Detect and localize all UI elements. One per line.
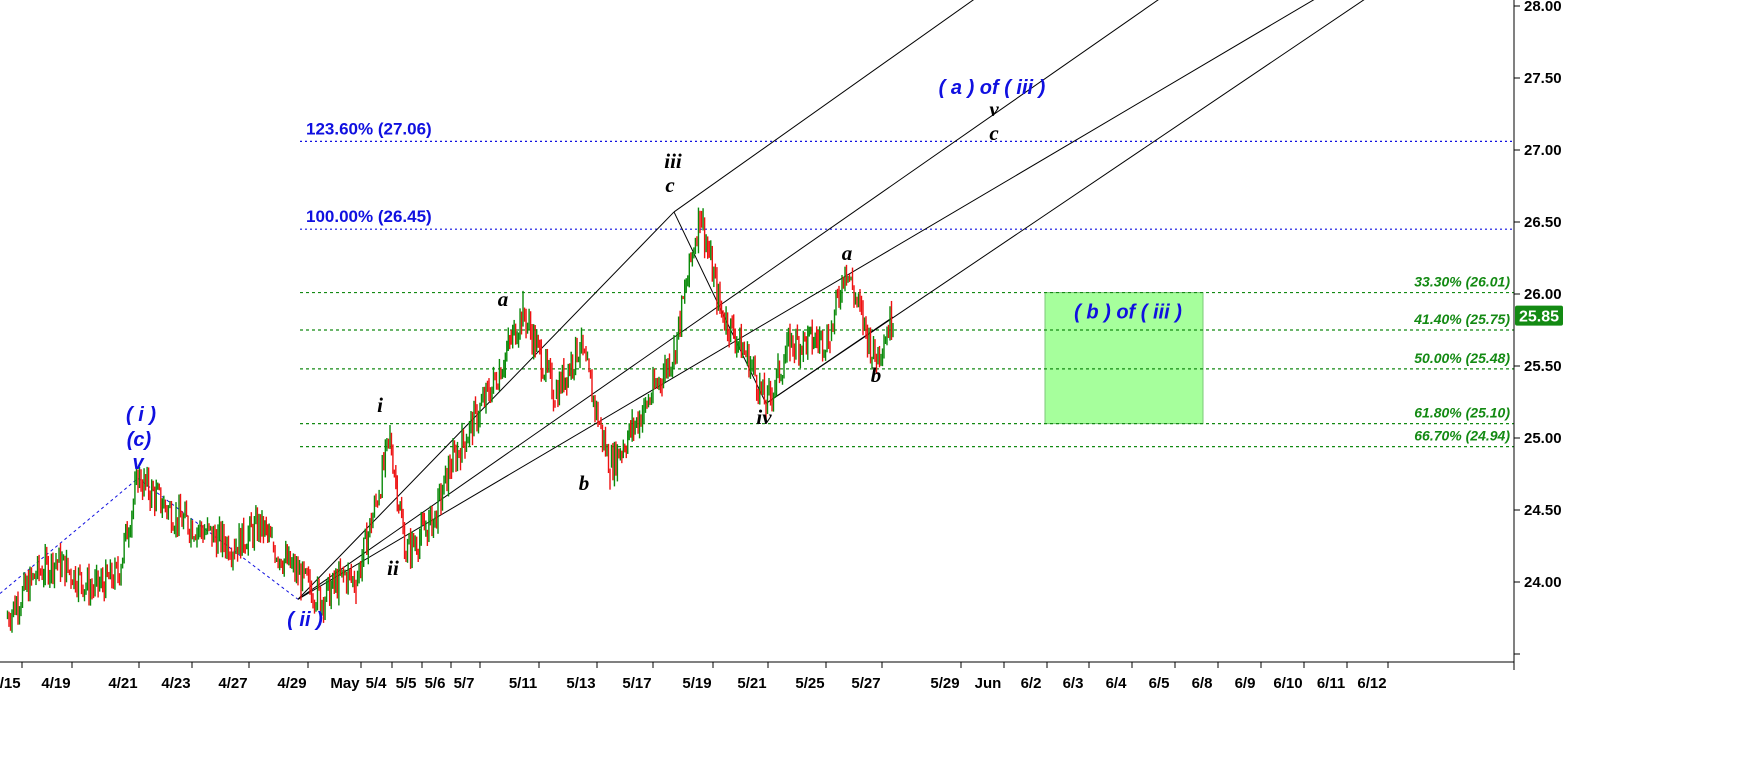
wave-label-ii: ii [387,556,399,580]
fib-label-blue: 100.00% (26.45) [306,207,432,226]
wave-label-i: i [377,393,383,417]
x-tick-label: 5/11 [509,675,537,692]
target-zone-label: ( b ) of ( iii ) [1074,302,1182,324]
wave-label-paren-i: ( i ) [126,404,156,426]
channel-upper-line [673,0,975,213]
x-tick-label: 5/4 [366,675,388,692]
x-tick-label: 4/29 [277,675,306,692]
target-zone-box [1044,292,1204,425]
fib-label-green: 33.30% (26.01) [1414,274,1510,290]
wave-label-paren-c: (c) [127,429,152,451]
x-tick-label: 5/29 [930,675,959,692]
wave-label-c2: c [989,121,999,145]
price-bars [6,207,894,633]
x-tick-label: 4/19 [41,675,70,692]
y-tick-label: 25.00 [1524,430,1562,447]
x-tick-label: 4/15 [0,675,21,692]
wave-label-v: v [989,97,999,121]
x-tick-label: 6/9 [1235,675,1256,692]
x-tick-label: 5/13 [566,675,595,692]
y-axis-ticks: 28.00 27.50 27.00 26.50 26.00 25.50 25.00 24.50… [1514,0,1562,655]
x-tick-label: May [330,675,360,692]
wave-label-iv: iv [756,405,772,429]
wave-label-b1: b [579,471,590,495]
x-tick-label: 6/2 [1021,675,1042,692]
y-tick-label: 24.50 [1524,502,1562,519]
fib-label-green: 61.80% (25.10) [1414,405,1510,421]
x-tick-label: 5/6 [425,675,446,692]
fib-label-blue: 123.60% (27.06) [306,119,432,138]
wave-label-paren-ii: ( ii ) [287,609,323,631]
x-tick-label: 5/25 [795,675,824,692]
y-tick-label: 25.50 [1524,358,1562,375]
y-tick-label: 26.00 [1524,286,1562,303]
x-tick-label: 4/21 [108,675,137,692]
x-tick-label: Jun [975,675,1002,692]
wave-label-c1: c [665,173,675,197]
axes [0,0,1515,670]
wave-label-b2: b [871,363,882,387]
x-tick-label: 5/17 [622,675,651,692]
x-tick-label: 5/19 [682,675,711,692]
last-price-value: 25.85 [1519,309,1559,326]
x-tick-label: 4/27 [218,675,247,692]
last-price-badge: 25.85 [1515,305,1563,326]
x-tick-label: 4/23 [161,675,190,692]
wave-label-iii: iii [664,149,682,173]
x-tick-label: 5/5 [396,675,417,692]
x-axis-ticks: 4/15 4/19 4/21 4/23 4/27 4/29 May 5/4 5/5 5/6 5/7 5… [0,662,1389,692]
channel-base-line [765,0,1365,404]
channel-mid-line [297,0,1159,600]
fib-level-lines [300,140,1514,448]
fib-label-green: 50.00% (25.48) [1414,350,1510,366]
x-tick-label: 6/12 [1357,675,1386,692]
x-tick-label: 6/11 [1317,675,1345,692]
wave-label-blue-v: v [132,452,145,474]
channel-lower-line [297,0,1315,600]
x-tick-label: 5/27 [851,675,880,692]
x-tick-label: 6/4 [1106,675,1128,692]
y-tick-label: 26.50 [1524,214,1562,231]
fib-level-labels: 123.60% (27.06) 100.00% (26.45) 33.30% (26… [306,119,1510,443]
x-tick-label: 6/5 [1149,675,1170,692]
y-tick-label: 24.00 [1524,574,1562,591]
fib-label-green: 41.40% (25.75) [1413,311,1510,327]
wave-label-a-of-iii: ( a ) of ( iii ) [939,77,1046,99]
fib-label-green: 66.70% (24.94) [1414,428,1510,444]
wave-label-a1: a [498,287,509,311]
wave-label-a2: a [842,241,853,265]
x-tick-label: 6/8 [1192,675,1213,692]
y-tick-label: 27.50 [1524,70,1562,87]
target-zone [1044,292,1204,425]
x-tick-label: 6/3 [1063,675,1084,692]
y-tick-label: 28.00 [1524,0,1562,15]
y-tick-label: 27.00 [1524,142,1562,159]
x-tick-label: 5/21 [737,675,766,692]
trend-channel [0,0,1365,600]
x-tick-label: 6/10 [1273,675,1302,692]
x-tick-label: 5/7 [454,675,475,692]
